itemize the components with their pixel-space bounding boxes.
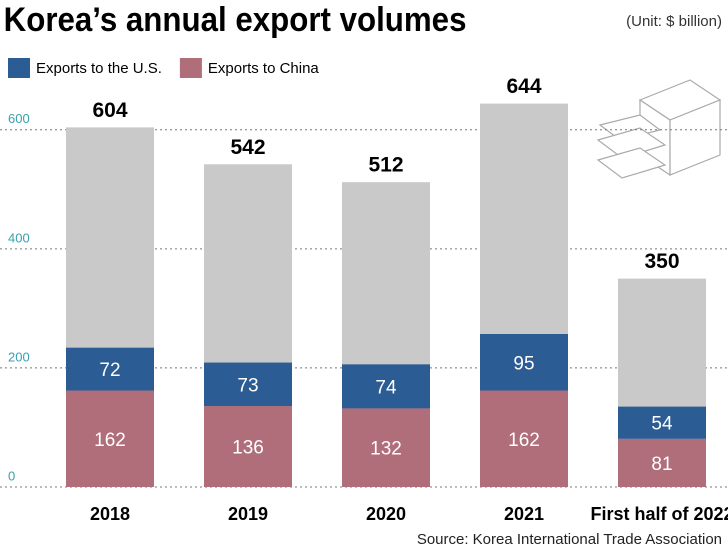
bar-segment: [480, 390, 568, 487]
value-label: 162: [508, 430, 540, 451]
y-tick-label: 600: [8, 111, 30, 126]
value-label: 136: [232, 438, 264, 459]
chart-subtitle: (Unit: $ billion): [626, 13, 722, 30]
value-label: 132: [370, 439, 402, 460]
value-label: 162: [94, 430, 126, 451]
y-tick-label: 400: [8, 230, 30, 245]
total-label: 512: [368, 154, 403, 177]
bar-segment: [342, 408, 430, 487]
bar-segment: [342, 364, 430, 409]
value-label: 73: [237, 375, 258, 396]
bar-segment: [618, 438, 706, 487]
bar-segment: [66, 390, 154, 487]
bar-segment: [204, 406, 292, 487]
total-label: 604: [92, 99, 127, 122]
bar-segment: [480, 333, 568, 391]
value-label: 95: [513, 353, 534, 374]
x-tick-label: 2020: [366, 504, 406, 524]
y-tick-label: 200: [8, 349, 30, 364]
source: Source: Korea International Trade Associ…: [417, 531, 722, 548]
icon: [596, 79, 722, 179]
bar-segment: [66, 347, 154, 391]
legend-label: Exports to China: [208, 60, 320, 77]
total-label: 350: [644, 250, 679, 273]
legend-label: Exports to the U.S.: [36, 60, 162, 77]
value-label: 81: [651, 454, 672, 475]
legend-swatch: [179, 58, 202, 78]
value-label: 74: [375, 377, 397, 398]
value-label: 72: [99, 360, 120, 381]
chart-title: Korea’s annual export volumes: [4, 0, 467, 38]
bar-segment: [204, 362, 292, 407]
total-label: 542: [230, 136, 265, 159]
y-tick-label: 0: [8, 468, 15, 483]
bar-segment: [618, 406, 706, 439]
x-tick-label: 2018: [90, 504, 130, 524]
x-tick-label: 2019: [228, 504, 268, 524]
x-tick-label: First half of 2022: [590, 504, 728, 524]
legend-swatch: [8, 58, 30, 78]
x-tick-label: 2021: [504, 504, 544, 524]
value-label: 54: [651, 414, 673, 435]
total-label: 644: [506, 75, 541, 98]
